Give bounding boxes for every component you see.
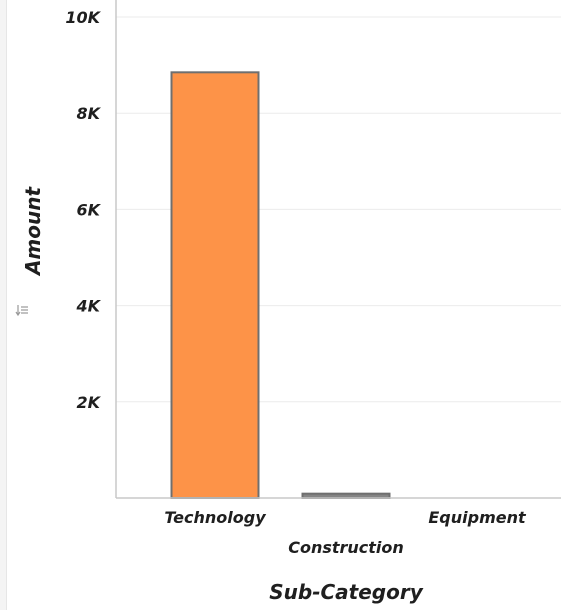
x-axis-ticks: Technology Construction Equipment xyxy=(164,508,527,557)
y-tick-label: 4K xyxy=(75,297,101,316)
bars xyxy=(170,71,391,499)
left-panel-edge xyxy=(0,0,7,610)
y-axis-ticks: 2K 4K 6K 8K 10K xyxy=(65,8,101,412)
y-tick-label: 2K xyxy=(76,393,101,412)
x-tick-label: Equipment xyxy=(428,508,527,527)
x-tick-label: Construction xyxy=(288,538,404,557)
y-axis-title: Amount xyxy=(21,186,45,278)
x-tick-label: Technology xyxy=(164,508,266,527)
sort-axis-icon[interactable] xyxy=(15,305,28,317)
y-tick-label: 8K xyxy=(76,104,101,123)
axes xyxy=(115,0,561,499)
y-tick-label: 6K xyxy=(76,200,101,219)
x-axis-title: Sub-Category xyxy=(269,580,423,604)
bar[interactable] xyxy=(170,71,260,499)
y-tick-label: 10K xyxy=(65,8,101,27)
